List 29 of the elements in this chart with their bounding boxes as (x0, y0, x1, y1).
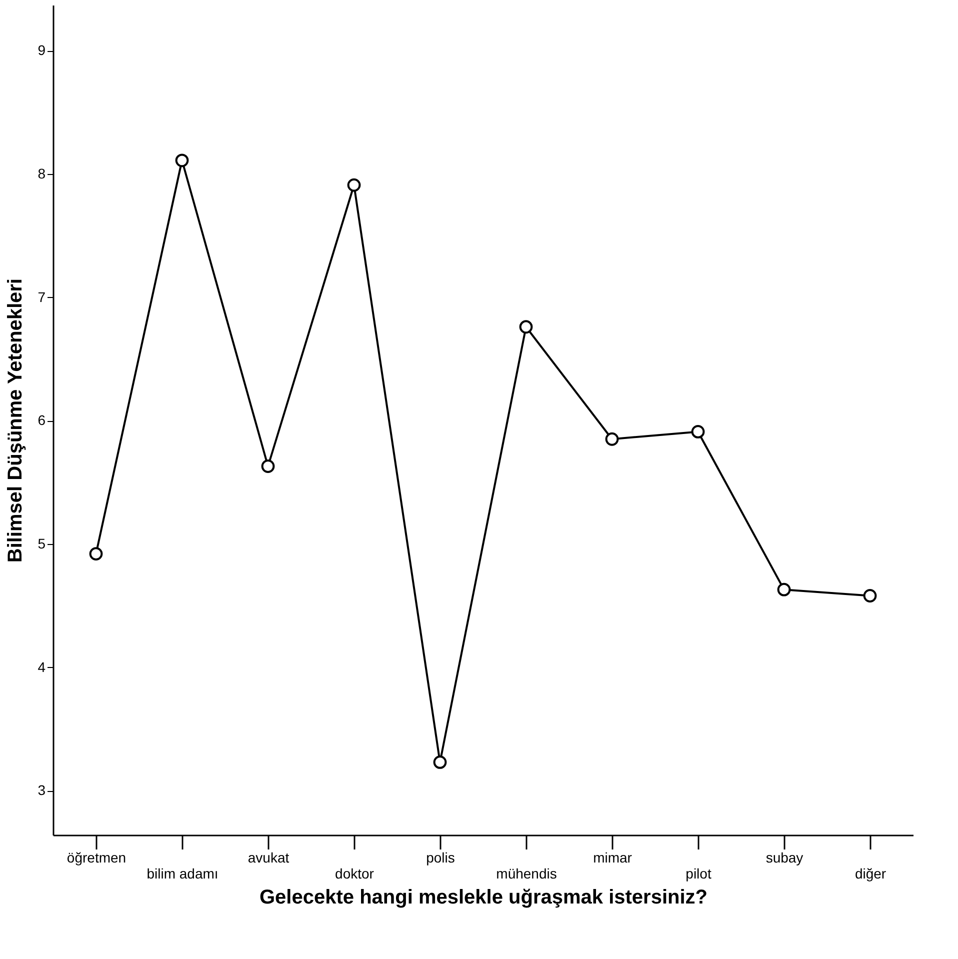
point (433, 756, 447, 769)
x-tick-label: diğer (854, 866, 886, 882)
y-axis-title: Bilimsel Düşünme Yetenekleri (4, 278, 27, 563)
point (175, 154, 189, 168)
point (519, 320, 533, 334)
point (89, 547, 103, 560)
x-tick-label: pilot (686, 866, 712, 882)
x-tick-label: avukat (248, 850, 290, 866)
x-tick-label: subay (766, 850, 804, 866)
point (777, 582, 791, 596)
y-tick-label: 7 (38, 288, 46, 305)
x-tick-label: polis (426, 850, 455, 866)
x-tick-label: mimar (593, 850, 632, 866)
x-tick-label: mühendis (496, 866, 557, 882)
y-tick-label: 4 (38, 658, 46, 675)
y-tick-label: 8 (38, 165, 46, 182)
x-tick-label: öğretmen (66, 850, 126, 866)
point (347, 178, 361, 192)
y-tick-label: 6 (38, 412, 46, 428)
x-tick-label: bilim adamı (146, 866, 218, 882)
point (605, 432, 619, 446)
point (261, 460, 275, 473)
x-axis-title: Gelecekte hangi meslekle uğraşmak istersiniz? (260, 886, 708, 908)
x-tick-label: doktor (335, 866, 374, 882)
point (863, 589, 877, 602)
y-tick-label: 5 (38, 535, 46, 552)
y-tick-label: 9 (38, 42, 46, 58)
point (691, 425, 705, 438)
y-tick-label: 3 (38, 782, 46, 798)
